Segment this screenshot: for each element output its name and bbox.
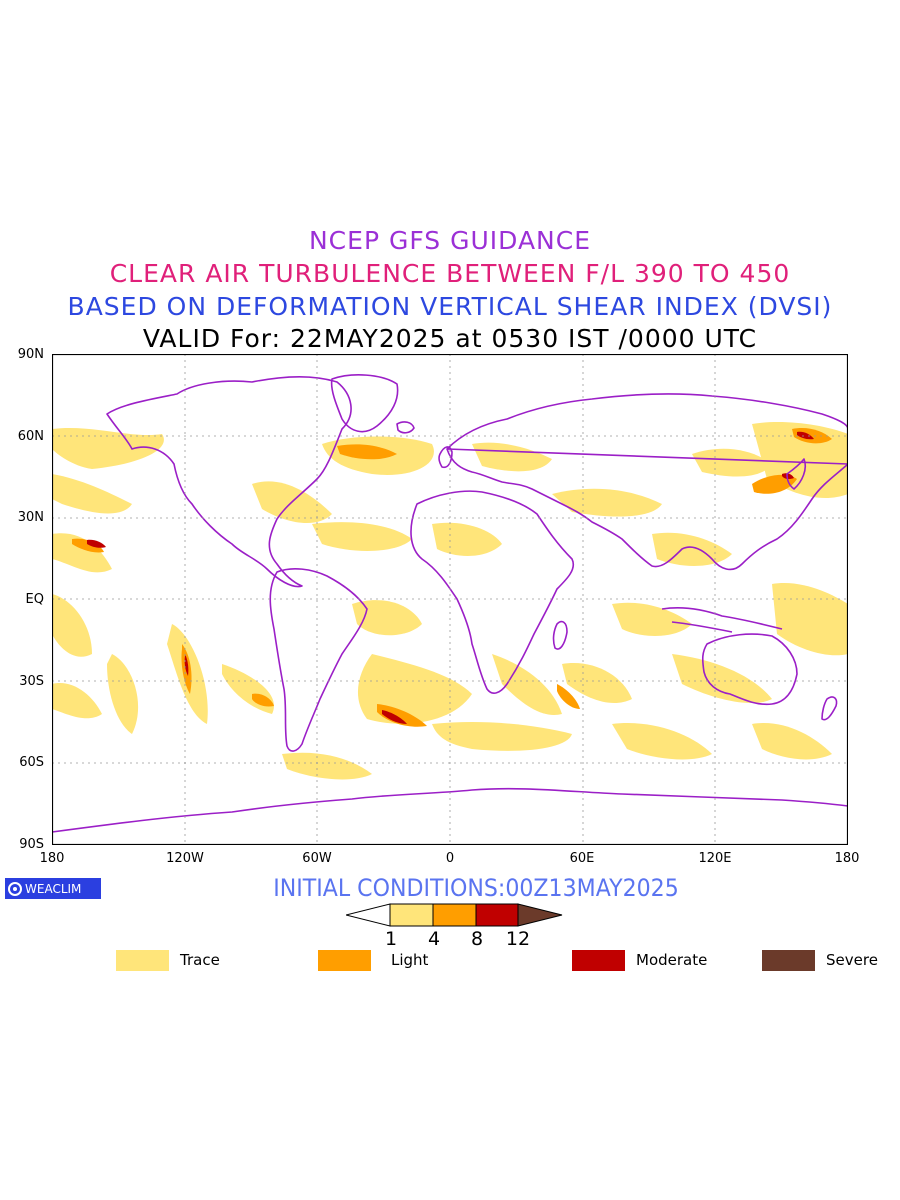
lon-label-120e: 120E: [698, 851, 732, 866]
legend-swatch-moderate: [572, 950, 625, 971]
lon-label-180w: 180: [39, 851, 65, 866]
south-america-coast: [269, 567, 368, 752]
greenland-coast: [330, 374, 399, 433]
logo-circle-icon: [8, 881, 22, 896]
world-map: [52, 354, 848, 845]
lat-label-30s: 30S: [19, 674, 44, 689]
lat-label-30n: 30N: [17, 510, 44, 525]
colorbar-tick-4: 4: [427, 928, 441, 950]
lon-label-60w: 60W: [302, 851, 332, 866]
legend-label-moderate: Moderate: [636, 951, 708, 969]
legend-swatch-trace: [116, 950, 169, 971]
colorbar: [346, 903, 563, 927]
north-america-coast: [106, 375, 352, 588]
lon-label-0: 0: [445, 851, 455, 866]
legend-swatch-light: [318, 950, 371, 971]
lon-label-180e: 180: [834, 851, 860, 866]
uk-coast: [438, 446, 453, 469]
lat-label-60n: 60N: [17, 429, 44, 444]
japan-coast: [786, 458, 807, 490]
antarctica-coast: [52, 787, 848, 833]
legend-label-severe: Severe: [826, 951, 878, 969]
legend-label-light: Light: [391, 951, 429, 969]
coastlines: [52, 374, 848, 833]
colorbar-overflow: [517, 903, 563, 927]
title-line-1: NCEP GFS GUIDANCE: [308, 226, 591, 255]
graticule: [52, 354, 848, 845]
turbulence-trace-areas: [52, 422, 848, 780]
new-zealand-coast: [821, 696, 838, 721]
title-line-2: CLEAR AIR TURBULENCE BETWEEN F/L 390 TO …: [109, 259, 791, 288]
title-valid-time: VALID For: 22MAY2025 at 0530 IST /0000 U…: [142, 324, 758, 353]
colorbar-tick-1: 1: [384, 928, 398, 950]
initial-conditions: INITIAL CONDITIONS:00Z13MAY2025: [273, 874, 679, 902]
lat-label-90n: 90N: [17, 347, 44, 362]
colorbar-segment-moderate: [475, 903, 519, 927]
title-line-3: BASED ON DEFORMATION VERTICAL SHEAR INDE…: [67, 292, 833, 321]
turbulence-moderate-areas: [87, 431, 814, 724]
logo-text: WEACLIM: [25, 881, 82, 896]
lat-label-eq: EQ: [25, 592, 44, 607]
colorbar-segment-light: [432, 903, 477, 927]
madagascar-coast: [552, 620, 568, 650]
map-frame: [52, 354, 848, 845]
lon-label-60e: 60E: [569, 851, 595, 866]
australia-coast: [701, 633, 798, 706]
lat-label-90s: 90S: [19, 837, 44, 852]
eurasia-coast: [446, 393, 848, 571]
weaclim-logo: WEACLIM: [5, 878, 101, 899]
lat-label-60s: 60S: [19, 755, 44, 770]
legend-swatch-severe: [762, 950, 815, 971]
iceland-coast: [396, 421, 415, 434]
colorbar-underflow: [346, 903, 391, 927]
africa-coast: [410, 490, 575, 694]
turbulence-light-areas: [72, 428, 832, 727]
colorbar-segment-trace: [389, 903, 434, 927]
colorbar-tick-8: 8: [470, 928, 484, 950]
legend-label-trace: Trace: [180, 951, 220, 969]
indonesia-coast: [661, 607, 783, 633]
colorbar-tick-12: 12: [505, 928, 531, 950]
lon-label-120w: 120W: [166, 851, 204, 866]
